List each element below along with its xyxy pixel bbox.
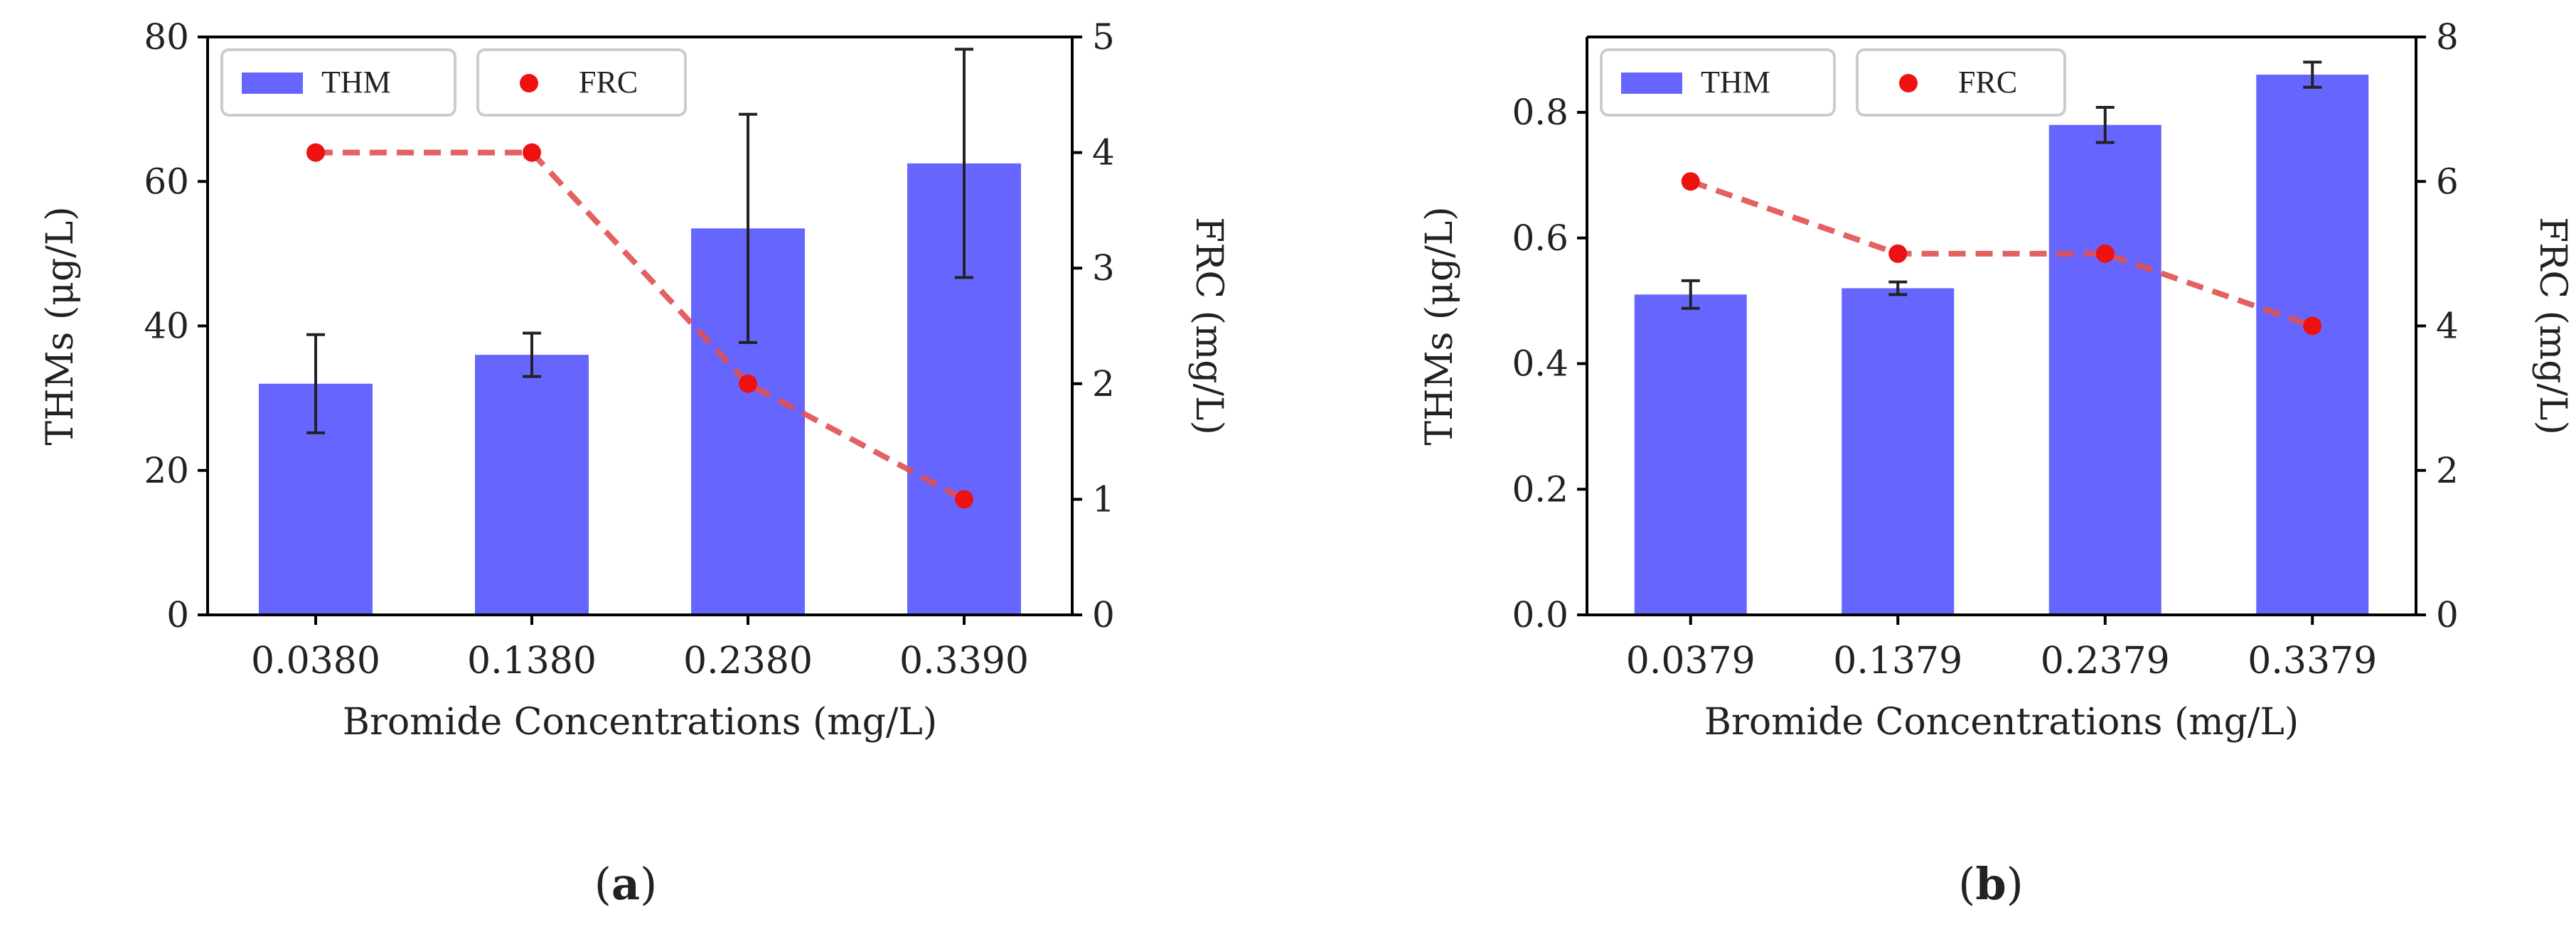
thm-error-bar [1681,279,1700,310]
frc-line [316,149,966,502]
y-left-tick-label: 0.2 [1512,468,1568,510]
y-left-tick-label: 20 [144,450,189,491]
legend-box [1856,48,2066,117]
frc-point [306,143,325,162]
frc-point [523,143,541,162]
legend-box [220,48,456,117]
caption-letter: b [1975,858,2006,910]
legend-thm: THM [1600,48,1836,117]
frc-point [2095,244,2115,263]
panel-caption: (a) [594,858,658,910]
y-left-tick-label: 40 [144,306,189,347]
legend-label: FRC [1958,65,2017,100]
x-tick-label: 0.2379 [2041,640,2170,682]
thm-error-bar [2095,105,2115,144]
x-axis-label: Bromide Concentrations (mg/L) [1704,701,2299,744]
caption-close: ) [2006,858,2024,910]
x-tick-label: 0.1380 [467,640,597,682]
y-left-tick-label: 0.0 [1512,594,1568,635]
y-right-tick-label: 6 [2436,161,2459,202]
x-tick-label: 0.3390 [899,640,1029,682]
thm-error-bar [523,331,541,378]
legend-label: FRC [579,65,638,100]
legend-thm: THM [220,48,456,117]
x-tick-label: 0.3379 [2248,640,2377,682]
chart-panel-b: 0.0 0.2 0.4 0.6 0.8 0 2 4 6 8 0.0379 0.1379 0.2379 0.… [1418,16,2574,910]
frc-point [1888,244,1908,263]
y-right-tick-label: 3 [1092,247,1115,289]
y-right-tick-label: 2 [1092,363,1115,404]
thm-error-bar [306,333,325,434]
legend-bar-swatch [1621,73,1682,94]
y-axis-label-left: THMs (μg/L) [39,206,82,445]
thm-error-bar [739,112,757,344]
legend-frc: FRC [476,48,687,117]
thm-bar [2256,75,2369,616]
legend-box [476,48,687,117]
caption-open: ( [1958,858,1975,910]
y-left-tick-label: 60 [144,161,189,202]
thm-bar [1634,294,1747,615]
y-right-tick-label: 4 [2436,306,2459,347]
y-left-tick-label: 0.8 [1512,92,1568,133]
y-right-tick-label: 2 [2436,450,2459,491]
y-axis-label-left: THMs (μg/L) [1418,206,1461,445]
y-right-tick-label: 0 [1092,594,1115,635]
legend-label: THM [321,65,391,100]
y-left-tick-label: 0.6 [1512,218,1568,259]
y-axis-label-right: FRC (mg/L) [1187,217,1230,435]
frc-line [1689,178,2314,329]
y-left-tick-label: 0.4 [1512,343,1568,385]
legend-box [1600,48,1836,117]
thm-error-bar [955,48,973,279]
legend-frc: FRC [1856,48,2066,117]
legend-bar-swatch [242,73,303,94]
chart-panel-a: 0 20 40 60 80 0 1 2 3 4 5 0.0380 0.1380 0.2380 0.3390 B… [39,16,1230,910]
legend-point-swatch [520,74,538,92]
thm-error-bar [2303,60,2322,89]
axes-frame [1586,36,2417,616]
panel-caption: (b) [1958,858,2024,910]
frc-point [1681,172,1700,191]
x-tick-label: 0.0380 [251,640,380,682]
y-right-tick-label: 1 [1092,478,1115,520]
x-tick-label: 0.1379 [1833,640,1962,682]
y-left-tick-label: 80 [144,16,189,58]
legend-label: THM [1701,65,1770,100]
y-right-tick-label: 5 [1092,16,1115,58]
y-right-tick-label: 8 [2436,16,2459,58]
x-axis-label: Bromide Concentrations (mg/L) [343,701,937,744]
frc-point [2303,316,2322,336]
frc-point [739,374,757,393]
caption-open: ( [594,858,611,910]
y-right-tick-label: 0 [2436,594,2459,635]
y-right-tick-label: 4 [1092,132,1115,173]
y-left-tick-label: 0 [166,594,189,635]
thm-bar [475,355,589,615]
x-tick-label: 0.2380 [683,640,813,682]
y-axis-label-right: FRC (mg/L) [2531,217,2574,435]
frc-point [955,490,973,509]
thm-error-bar [1888,280,1908,296]
x-tick-label: 0.0379 [1626,640,1755,682]
thm-bar [1842,288,1955,615]
thm-bar [2048,124,2161,615]
caption-close: ) [640,858,657,910]
legend-point-swatch [1899,74,1918,92]
caption-letter: a [611,858,640,910]
